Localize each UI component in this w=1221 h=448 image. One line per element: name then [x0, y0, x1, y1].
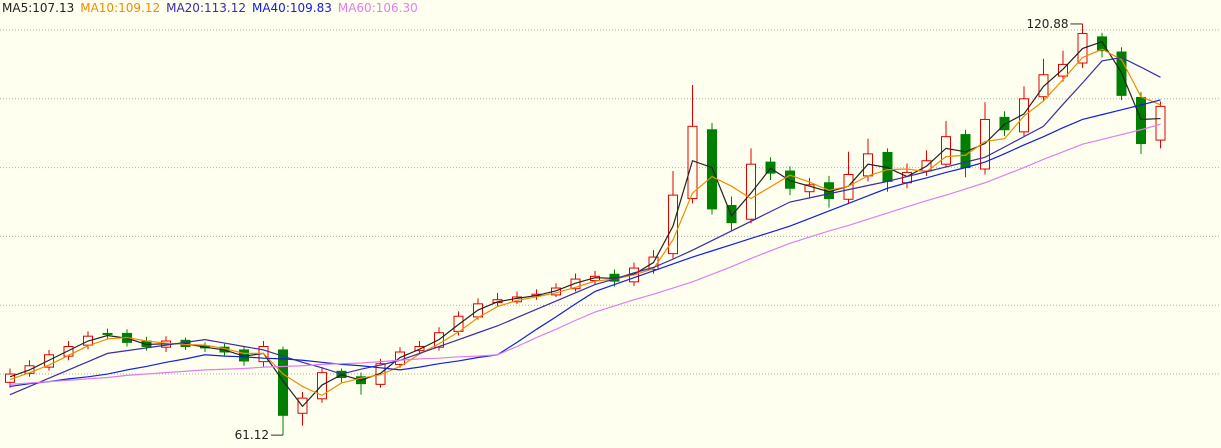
legend-entry: MA5:107.13 — [2, 1, 75, 15]
candle-body — [746, 163, 756, 220]
candle-body — [1155, 105, 1166, 141]
candle-body — [63, 346, 74, 357]
candle-body — [1097, 36, 1107, 52]
legend-entry: MA10:109.12 — [80, 1, 161, 15]
candle-body — [570, 278, 581, 290]
ma-line — [9, 99, 1161, 388]
candle-body — [804, 184, 815, 193]
candle-body — [941, 136, 951, 165]
ma-line — [9, 123, 1161, 385]
annotation-label: 61.12 — [235, 428, 269, 442]
ma-line — [9, 40, 1161, 408]
ma-line — [9, 48, 1161, 397]
annotation-label: 120.88 — [1027, 17, 1069, 31]
candle-body — [102, 332, 113, 335]
legend: MA5:107.13 MA10:109.12 MA20:113.12 MA40:109… — [2, 1, 418, 15]
candle-body — [785, 170, 795, 189]
candle-body — [726, 204, 737, 224]
candle-body — [1136, 96, 1146, 145]
legend-entry: MA40:109.83 — [251, 1, 332, 15]
legend-entry: MA60:106.30 — [337, 1, 418, 15]
candle-body — [375, 363, 386, 385]
legend-entry: MA20:113.12 — [166, 1, 246, 15]
candle-body — [1058, 63, 1068, 77]
ma-line — [9, 56, 1161, 396]
candle-body — [278, 349, 288, 416]
candle-body — [44, 354, 54, 368]
candle-body — [414, 346, 425, 352]
candle-body — [707, 129, 717, 210]
candle-body — [999, 116, 1010, 131]
